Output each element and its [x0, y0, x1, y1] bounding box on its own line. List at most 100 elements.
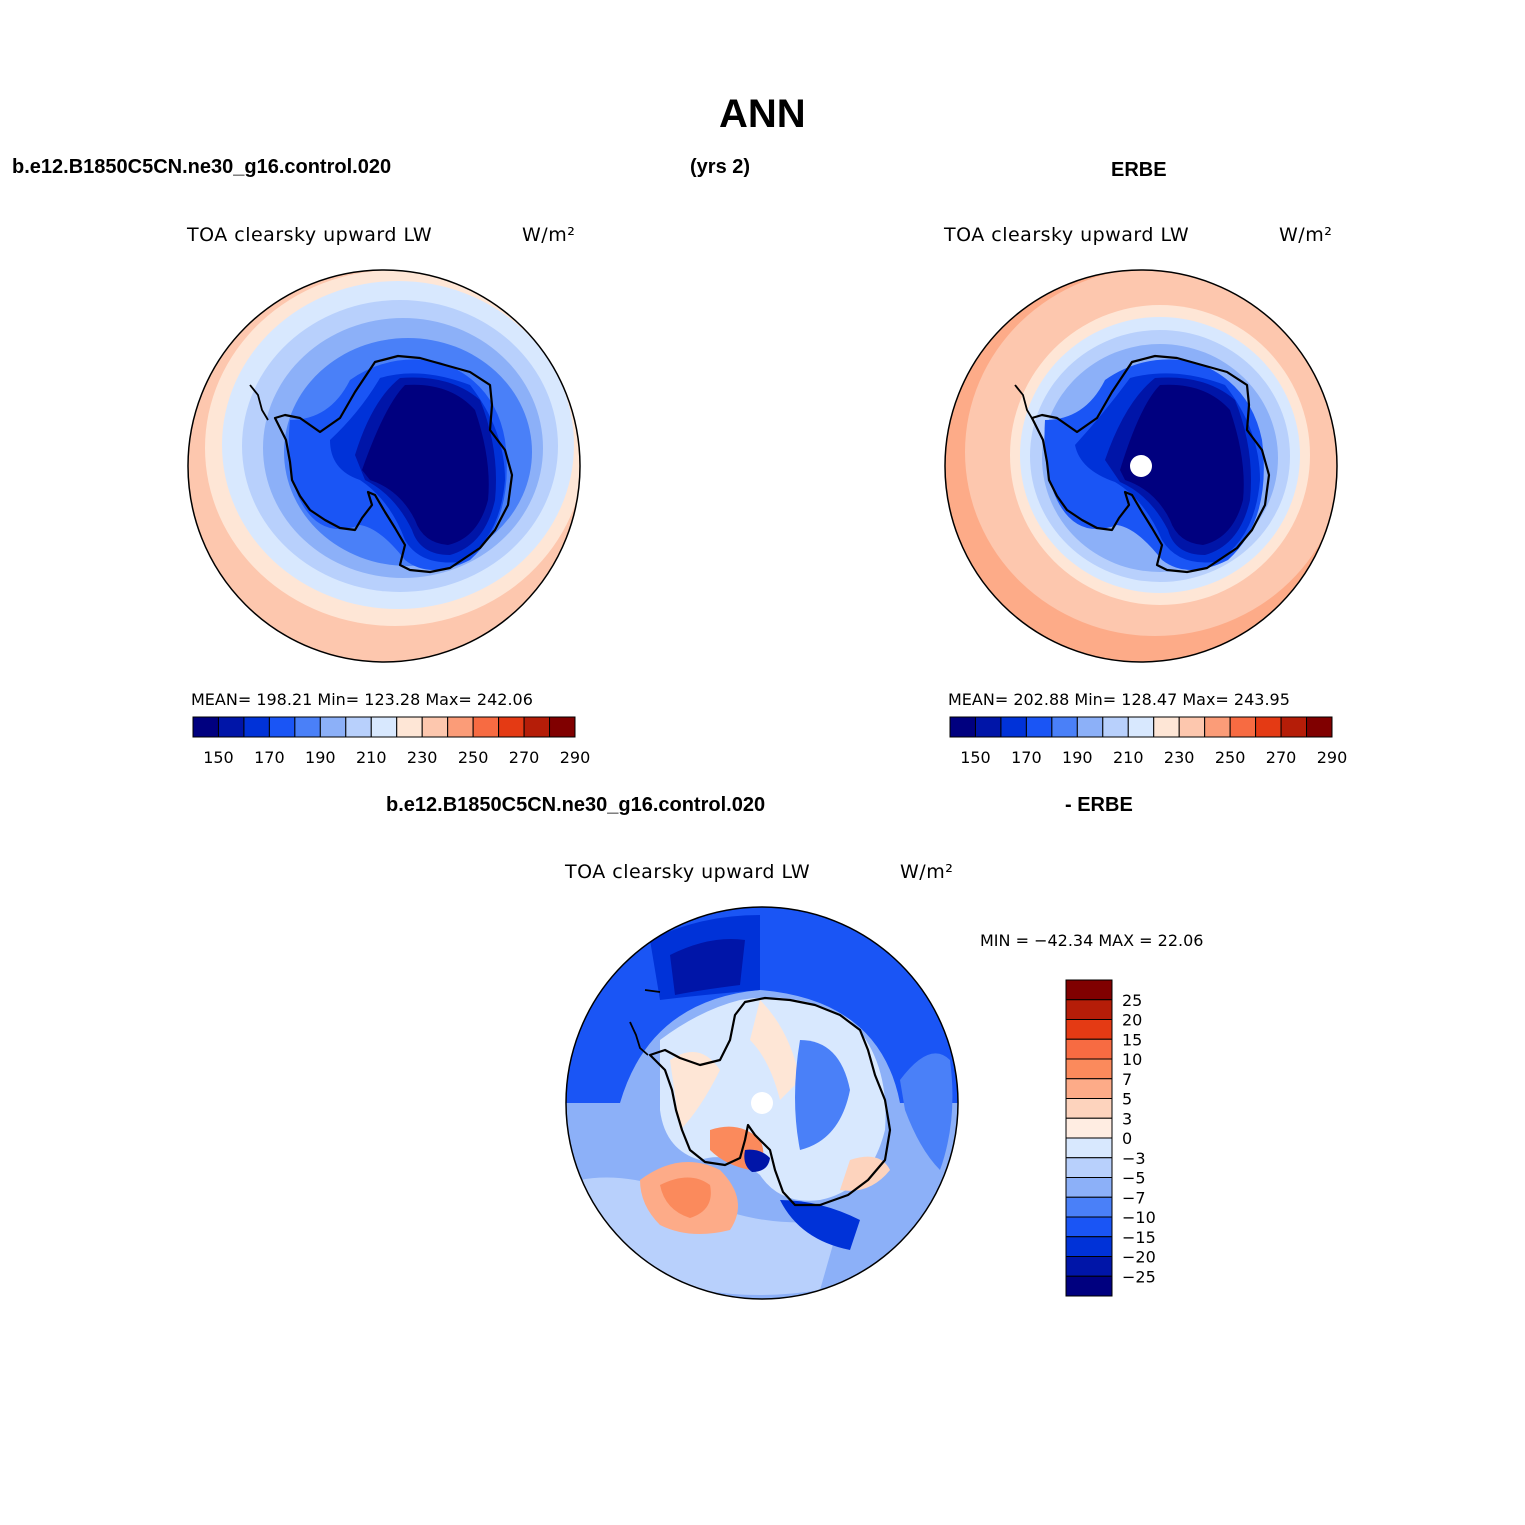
diff-case-header: b.e12.B1850C5CN.ne30_g16.control.020	[386, 794, 766, 816]
diff-colorbar-tick: 25	[1122, 991, 1142, 1010]
obs-colorbar-box	[1255, 716, 1282, 738]
obs-panel-stats: MEAN= 202.88 Min= 128.47 Max= 243.95	[948, 690, 1290, 709]
diff-obs-header: - ERBE	[1065, 794, 1133, 816]
diff-peninsula-islands	[629, 1021, 649, 1056]
diff-colorbar-tick: 0	[1122, 1129, 1132, 1148]
obs-colorbar-box	[1051, 716, 1078, 738]
diff-colorbar-box	[1065, 1098, 1113, 1119]
obs-colorbar-box	[1280, 716, 1308, 738]
model-panel-units: W/m²	[522, 224, 576, 246]
obs-colorbar-box	[1229, 716, 1257, 738]
diff-colorbar-tick: 10	[1122, 1050, 1142, 1069]
model-colorbar-box	[421, 716, 449, 738]
model-colorbar-box	[549, 716, 576, 738]
obs-colorbar-box	[949, 716, 976, 738]
diff-panel-stats: MIN = −42.34 MAX = 22.06	[980, 931, 1204, 950]
model-colorbar-tick: 210	[356, 748, 387, 767]
model-colorbar-box	[217, 716, 245, 738]
diff-map-boundary	[565, 906, 959, 1300]
diff-colorbar-box	[1065, 1137, 1113, 1159]
obs-colorbar-box	[1076, 716, 1104, 738]
diff-colorbar-tick: 5	[1122, 1090, 1132, 1109]
obs-colorbar-box	[1127, 716, 1155, 738]
obs-colorbar-tick: 170	[1011, 748, 1042, 767]
obs-header: ERBE	[1111, 159, 1167, 181]
model-colorbar-box	[192, 716, 219, 738]
diff-island-mark	[644, 989, 661, 993]
diff-colorbar-tick: −20	[1122, 1248, 1156, 1267]
obs-polar-map	[945, 270, 1337, 662]
diff-colorbar-box	[1065, 1019, 1113, 1040]
diff-panel-units: W/m²	[900, 861, 954, 883]
model-colorbar: 150 170 190 210 230 250 270 290	[192, 716, 591, 767]
diff-colorbar-tick: −25	[1122, 1267, 1156, 1286]
diff-colorbar-box	[1065, 1117, 1113, 1139]
diff-colorbar-tick: −10	[1122, 1208, 1156, 1227]
diff-pole-hole	[751, 1092, 773, 1114]
diff-colorbar-tick: 3	[1122, 1109, 1132, 1128]
diff-colorbar-box	[1065, 1157, 1113, 1178]
diff-colorbar-box	[1065, 1275, 1113, 1297]
model-colorbar-tick: 190	[305, 748, 336, 767]
model-polar-map	[188, 270, 580, 662]
diff-colorbar-box	[1065, 1078, 1113, 1099]
diff-antarctica-coastline	[648, 996, 892, 1207]
diff-colorbar-box	[1065, 979, 1113, 1001]
model-antarctica-coastline	[273, 354, 514, 574]
obs-colorbar-tick: 270	[1266, 748, 1297, 767]
model-case-header: b.e12.B1850C5CN.ne30_g16.control.020	[12, 156, 392, 178]
model-colorbar-box	[472, 716, 500, 738]
model-colorbar-tick: 250	[458, 748, 489, 767]
obs-colorbar-tick: 190	[1062, 748, 1093, 767]
diff-colorbar-box	[1065, 1058, 1113, 1080]
model-colorbar-box	[396, 716, 423, 738]
obs-map-boundary	[944, 269, 1338, 663]
obs-colorbar-box	[1000, 716, 1027, 738]
model-colorbar-box	[370, 716, 398, 738]
obs-peninsula-islands	[1014, 384, 1034, 421]
diff-colorbar-box	[1065, 1256, 1113, 1277]
obs-colorbar-tick: 230	[1164, 748, 1195, 767]
obs-colorbar-tick: 210	[1113, 748, 1144, 767]
obs-colorbar-box	[1306, 716, 1333, 738]
diff-colorbar-box	[1065, 1236, 1113, 1257]
model-peninsula-islands	[249, 384, 269, 421]
diff-colorbar-tick: −15	[1122, 1228, 1156, 1247]
model-colorbar-box	[447, 716, 474, 738]
model-colorbar-tick: 170	[254, 748, 285, 767]
diff-colorbar-tick: −3	[1122, 1149, 1146, 1168]
model-panel-var-title: TOA clearsky upward LW	[187, 224, 433, 246]
obs-colorbar-box	[1102, 716, 1129, 738]
model-colorbar-box	[243, 716, 270, 738]
diff-colorbar-box	[1065, 1216, 1113, 1238]
obs-colorbar-box	[1204, 716, 1231, 738]
diff-colorbar-tick: 7	[1122, 1070, 1132, 1089]
model-colorbar-box	[268, 716, 296, 738]
model-colorbar-tick: 290	[560, 748, 591, 767]
diff-polar-map	[566, 907, 958, 1299]
obs-colorbar-tick: 290	[1317, 748, 1348, 767]
years-header: (yrs 2)	[690, 156, 751, 178]
diff-colorbar-tick: 20	[1122, 1011, 1142, 1030]
obs-colorbar-box	[974, 716, 1002, 738]
diff-colorbar-box	[1065, 1177, 1113, 1198]
model-map-boundary	[187, 269, 581, 663]
diff-colorbar-tick: −7	[1122, 1188, 1146, 1207]
figure-title: ANN	[719, 92, 806, 136]
obs-pole-hole	[1130, 455, 1152, 477]
obs-colorbar-tick: 150	[960, 748, 991, 767]
model-panel-stats: MEAN= 198.21 Min= 123.28 Max= 242.06	[191, 690, 533, 709]
diff-colorbar-box	[1065, 999, 1113, 1020]
model-colorbar-box	[498, 716, 525, 738]
model-colorbar-tick: 150	[203, 748, 234, 767]
obs-panel-units: W/m²	[1279, 224, 1333, 246]
model-colorbar-tick: 230	[407, 748, 438, 767]
model-colorbar-box	[319, 716, 347, 738]
obs-antarctica-coastline	[1030, 354, 1271, 574]
model-colorbar-tick: 270	[509, 748, 540, 767]
diff-colorbar-tick: −5	[1122, 1169, 1146, 1188]
obs-colorbar-tick: 250	[1215, 748, 1246, 767]
obs-colorbar-box	[1025, 716, 1053, 738]
